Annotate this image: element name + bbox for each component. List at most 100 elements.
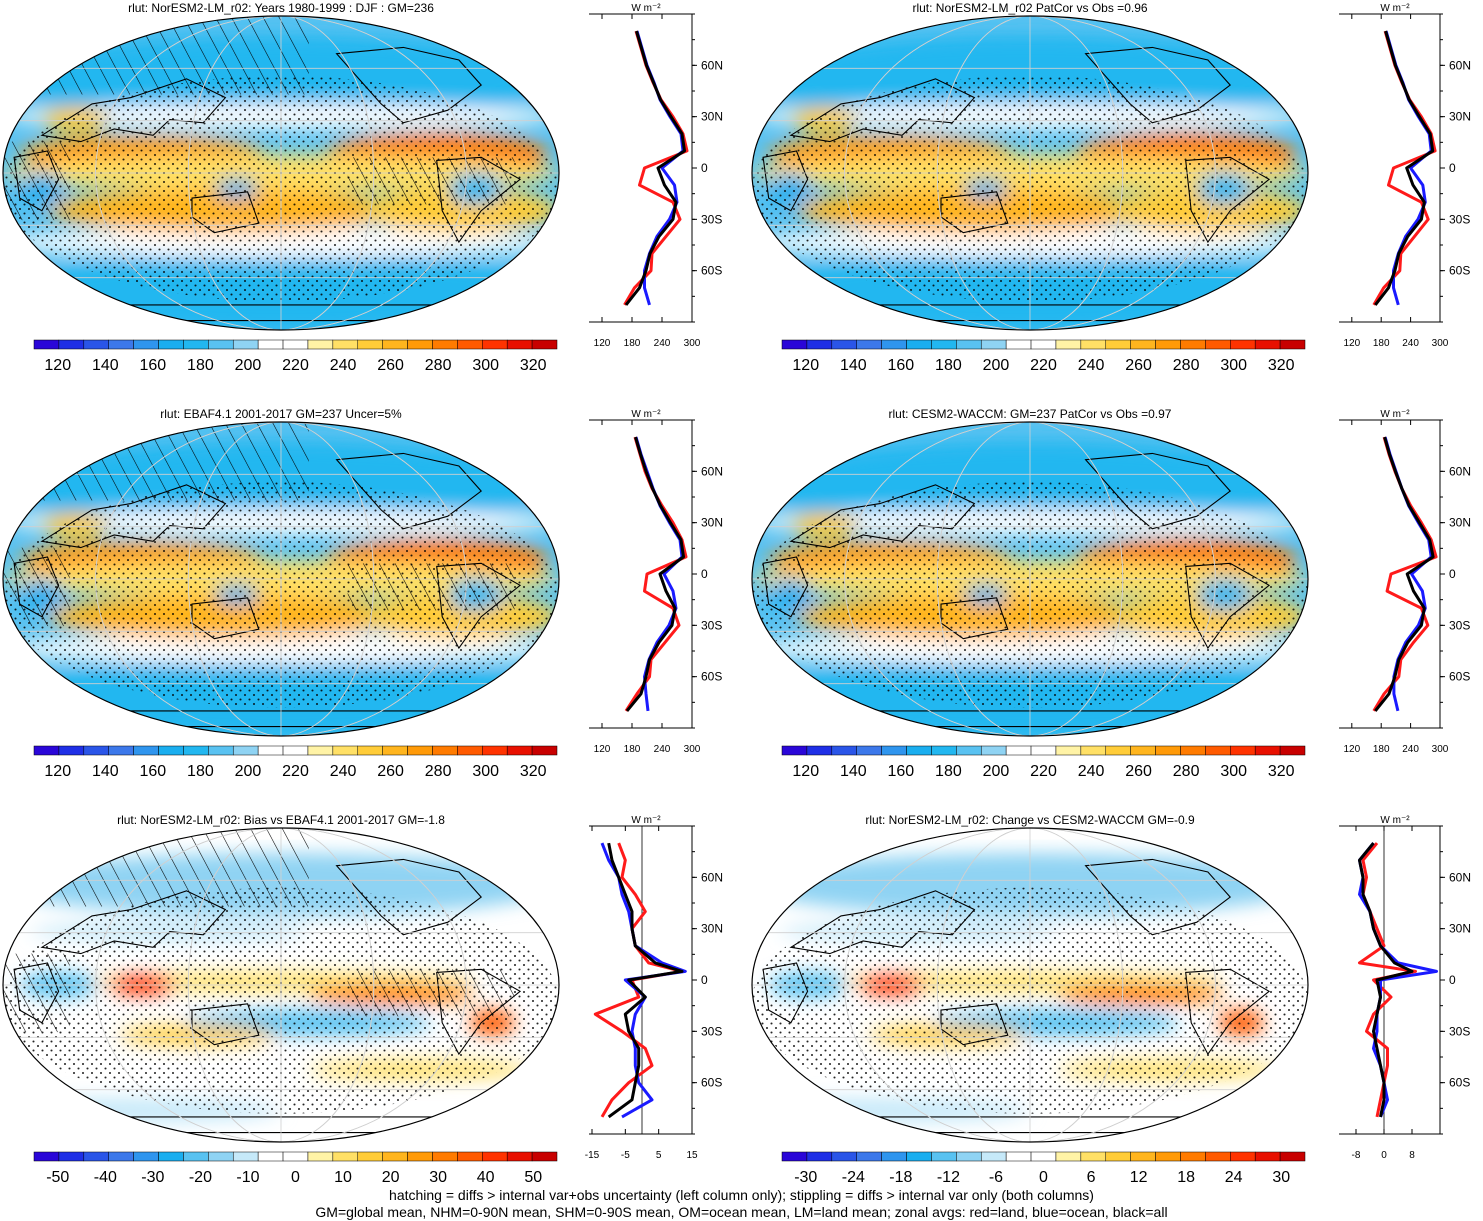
colorbar-swatch	[482, 1151, 508, 1162]
map-field	[3, 422, 559, 736]
colorbar-tick-label: 240	[1078, 357, 1105, 374]
graticule-meridian	[95, 828, 467, 1142]
zonal-mean-plot: 60N 30N 0 30S 60S -8 0 8 W m⁻²	[1339, 815, 1471, 1161]
colorbar-tick-label: 160	[140, 357, 167, 374]
colorbar-swatch	[831, 1151, 857, 1162]
colorbar-swatch	[108, 1151, 134, 1162]
colorbar-swatch	[1030, 1151, 1057, 1162]
zonal-line-all	[607, 842, 684, 1119]
colorbar-tick-label: 200	[983, 763, 1010, 780]
colorbar-swatch	[33, 745, 60, 756]
colorbar-tick-label: 200	[235, 763, 262, 780]
graticule-meridian	[936, 16, 1124, 330]
zonal-unit-label: W m⁻²	[631, 815, 661, 826]
colorbar-tick-label: 160	[888, 763, 915, 780]
colorbar-tick-label: 280	[425, 357, 452, 374]
lat-tick-label: 30N	[701, 516, 723, 530]
colorbar-tick-label: 300	[1220, 763, 1247, 780]
colorbar-swatch	[1205, 339, 1231, 350]
zonal-mean-plot: 60N 30N 0 30S 60S 120 180 240 300 W m⁻²	[1339, 409, 1471, 755]
colorbar-swatch	[83, 1151, 109, 1162]
hatching	[347, 969, 515, 1017]
colorbar-tick-label: -18	[889, 1169, 912, 1186]
colorbar-swatch	[931, 745, 957, 756]
lat-tick-label: 0	[701, 567, 708, 581]
zonal-line-land	[1372, 30, 1437, 306]
colorbar-swatch	[881, 339, 907, 350]
colorbar-tick-label: 260	[377, 763, 404, 780]
panel-1: rlut: NorESM2-LM_r02: Years 1980-1999 : …	[2, 1, 723, 374]
colorbar-tick-label: 280	[425, 763, 452, 780]
colorbar-swatch	[1254, 1151, 1281, 1162]
colorbar-swatch	[506, 1151, 533, 1162]
coastline	[1084, 46, 1232, 124]
lat-tick-label: 30S	[1449, 618, 1470, 632]
colorbar-tick-label: 140	[92, 763, 119, 780]
zonal-x-tick-label: 180	[1373, 338, 1390, 349]
colorbar-swatch	[282, 1151, 309, 1162]
colorbar-swatch	[33, 1151, 60, 1162]
colorbar-tick-label: 320	[520, 763, 547, 780]
colorbar-swatch	[183, 1151, 209, 1162]
colorbar-tick-label: -12	[937, 1169, 960, 1186]
colorbar-swatch	[1005, 745, 1032, 756]
colorbar-swatch	[282, 339, 309, 350]
coastline	[762, 556, 809, 618]
colorbar-tick-label: 220	[282, 763, 309, 780]
panel-title: rlut: NorESM2-LM_r02: Bias vs EBAF4.1 20…	[117, 813, 445, 827]
map-field	[752, 16, 1308, 330]
lat-tick-label: 60N	[1449, 58, 1471, 72]
colorbar-tick-label: 200	[235, 357, 262, 374]
colorbar-swatch	[1105, 1151, 1131, 1162]
zonal-x-tick-label: -15	[585, 1150, 600, 1161]
colorbar-tick-label: -20	[189, 1169, 212, 1186]
zonal-x-tick-label: 240	[1402, 338, 1419, 349]
colorbar-tick-label: 160	[888, 357, 915, 374]
colorbar-swatch	[257, 1151, 284, 1162]
hatching	[3, 422, 309, 501]
colorbar: 120 140 160 180 200 220 240 260 280 300 320	[33, 339, 558, 374]
lat-tick-label: 30N	[1449, 922, 1471, 936]
colorbar-swatch	[1155, 745, 1181, 756]
lat-tick-label: 30S	[1449, 1024, 1470, 1038]
colorbar-tick-label: 300	[472, 763, 499, 780]
zonal-x-tick-label: 300	[684, 338, 701, 349]
zonal-x-tick-label: 0	[1381, 1150, 1387, 1161]
colorbar: -30 -24 -18 -12 -6 0 6 12 18 24 30	[781, 1151, 1306, 1186]
colorbar-swatch	[831, 339, 857, 350]
colorbar-swatch	[1279, 1151, 1306, 1162]
colorbar-swatch	[906, 339, 932, 350]
colorbar-swatch	[183, 745, 209, 756]
zonal-line-land	[624, 436, 688, 712]
colorbar-swatch	[956, 745, 982, 756]
colorbar-tick-label: 240	[1078, 763, 1105, 780]
colorbar-tick-label: -40	[94, 1169, 117, 1186]
colorbar-swatch	[1130, 339, 1156, 350]
colorbar-swatch	[1080, 745, 1107, 756]
colorbar-swatch	[906, 1151, 932, 1162]
lat-tick-label: 60S	[701, 670, 722, 684]
zonal-x-tick-label: -5	[621, 1150, 630, 1161]
colorbar-swatch	[133, 745, 159, 756]
colorbar-tick-label: 280	[1173, 357, 1200, 374]
colorbar-swatch	[158, 1151, 184, 1162]
colorbar-swatch	[1180, 745, 1206, 756]
coastline	[191, 1003, 260, 1046]
colorbar-swatch	[931, 339, 957, 350]
zonal-line-all	[1358, 842, 1414, 1118]
zonal-x-tick-label: 8	[1409, 1150, 1415, 1161]
colorbar-swatch	[83, 745, 109, 756]
coastlines	[13, 452, 522, 728]
panel-title: rlut: CESM2-WACCM: GM=237 PatCor vs Obs …	[889, 407, 1172, 421]
colorbar-tick-label: -10	[236, 1169, 259, 1186]
zonal-x-tick-label: 15	[686, 1150, 698, 1161]
colorbar-swatch	[1105, 745, 1131, 756]
colorbar-swatch	[58, 1151, 85, 1162]
colorbar-swatch	[432, 745, 458, 756]
lat-tick-label: 0	[1449, 567, 1456, 581]
coastline	[13, 962, 60, 1024]
colorbar: 120 140 160 180 200 220 240 260 280 300 320	[33, 745, 558, 780]
colorbar-swatch	[1180, 1151, 1206, 1162]
lat-tick-label: 60S	[701, 264, 722, 278]
graticule-meridian	[844, 422, 1216, 736]
